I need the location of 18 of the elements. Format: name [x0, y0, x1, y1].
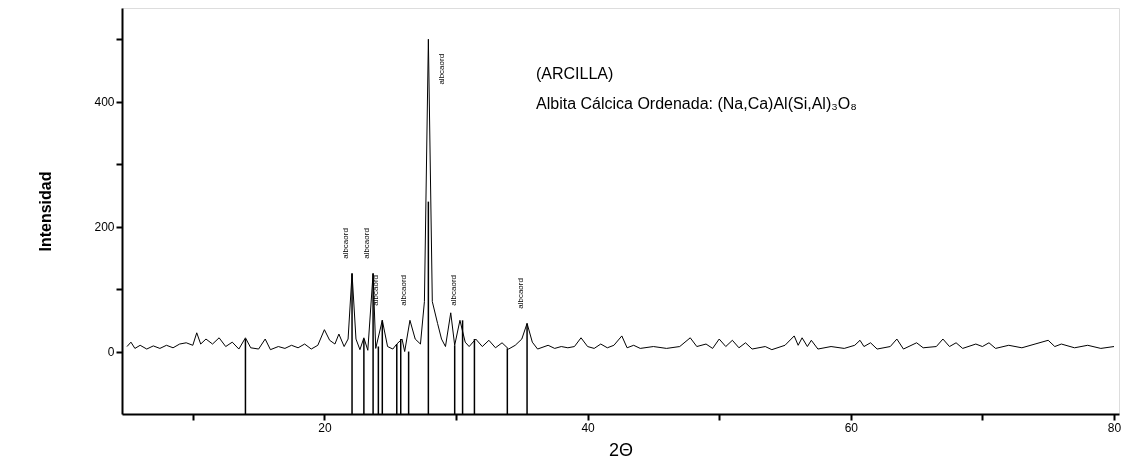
annotation: albcaord [341, 228, 351, 259]
x-tick-label: 20 [318, 420, 332, 435]
annotation: (ARCILLA) [536, 65, 614, 82]
y-tick-label: 200 [94, 220, 115, 235]
annotation: albcaord [362, 228, 372, 259]
annotation: albcaord [398, 274, 408, 306]
annotation: albcaord [371, 274, 381, 306]
annotation: Albita Cálcica Ordenada: (Na,Ca)Al(Si,Al)₃O₈ [536, 95, 857, 112]
annotation: albcaord [516, 278, 526, 309]
x-tick-label: 80 [1107, 420, 1122, 435]
annotation: albcaord [448, 274, 458, 306]
x-axis-title: 2Θ [608, 439, 634, 460]
x-tick-label: 60 [844, 420, 859, 435]
annotation: albcaord [437, 53, 447, 85]
x-tick-label: 40 [581, 420, 596, 435]
y-tick-label: 0 [107, 345, 115, 360]
y-tick-label: 400 [94, 95, 115, 110]
y-axis-title: Intensidad [37, 171, 55, 252]
